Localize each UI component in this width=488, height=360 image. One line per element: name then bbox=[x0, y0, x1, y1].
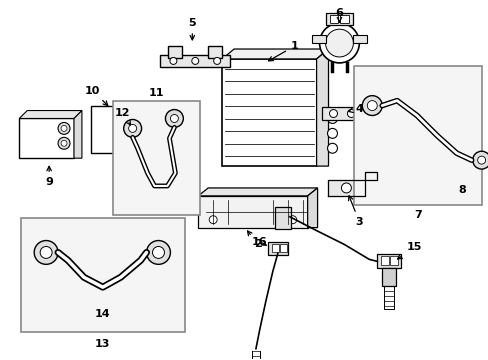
Circle shape bbox=[319, 23, 359, 63]
Circle shape bbox=[40, 247, 52, 258]
Bar bbox=[267, 242, 287, 255]
Circle shape bbox=[123, 120, 142, 137]
Polygon shape bbox=[19, 111, 82, 118]
Circle shape bbox=[58, 122, 70, 134]
Polygon shape bbox=[316, 49, 328, 166]
Circle shape bbox=[58, 137, 70, 149]
Bar bbox=[113, 100, 200, 215]
Polygon shape bbox=[198, 188, 317, 196]
Circle shape bbox=[346, 109, 355, 117]
Text: 2: 2 bbox=[247, 231, 261, 249]
Text: 12: 12 bbox=[115, 108, 130, 125]
Text: 7: 7 bbox=[413, 210, 421, 220]
Bar bbox=[381, 256, 388, 265]
Text: 10: 10 bbox=[85, 86, 107, 105]
Bar bbox=[340, 15, 349, 23]
Circle shape bbox=[327, 129, 337, 138]
Text: 14: 14 bbox=[95, 309, 110, 319]
Text: 16: 16 bbox=[252, 237, 267, 247]
Circle shape bbox=[325, 29, 353, 57]
Text: 8: 8 bbox=[457, 185, 465, 195]
Bar bbox=[311, 35, 325, 43]
Text: 6: 6 bbox=[335, 8, 343, 22]
Circle shape bbox=[477, 156, 485, 164]
Circle shape bbox=[34, 240, 58, 264]
Circle shape bbox=[362, 96, 382, 116]
Bar bbox=[356, 118, 377, 130]
Bar bbox=[19, 118, 74, 158]
Circle shape bbox=[128, 125, 136, 132]
Bar bbox=[222, 59, 316, 166]
Circle shape bbox=[170, 114, 178, 122]
Circle shape bbox=[472, 151, 488, 169]
Bar bbox=[274, 207, 290, 229]
Bar bbox=[376, 255, 400, 268]
Bar bbox=[279, 243, 286, 252]
Circle shape bbox=[146, 240, 170, 264]
Bar bbox=[321, 107, 366, 121]
Circle shape bbox=[213, 58, 220, 64]
Circle shape bbox=[165, 109, 183, 127]
Circle shape bbox=[288, 216, 296, 224]
Bar bbox=[168, 46, 182, 58]
Bar bbox=[356, 99, 377, 111]
Bar bbox=[208, 46, 222, 58]
Bar bbox=[329, 15, 338, 23]
Text: 3: 3 bbox=[348, 196, 363, 227]
Bar bbox=[353, 35, 366, 43]
Bar bbox=[21, 218, 185, 332]
Circle shape bbox=[327, 143, 337, 153]
Polygon shape bbox=[327, 172, 376, 196]
Bar bbox=[325, 13, 353, 25]
Text: 15: 15 bbox=[397, 243, 421, 259]
Text: 4: 4 bbox=[348, 104, 363, 113]
Text: 5: 5 bbox=[188, 18, 196, 40]
Text: 13: 13 bbox=[95, 339, 110, 349]
Circle shape bbox=[152, 247, 164, 258]
Circle shape bbox=[61, 125, 67, 131]
Bar bbox=[160, 55, 230, 67]
Circle shape bbox=[341, 183, 351, 193]
Circle shape bbox=[366, 100, 376, 111]
Circle shape bbox=[327, 113, 337, 123]
Bar bbox=[389, 256, 397, 265]
Text: 11: 11 bbox=[148, 88, 164, 98]
Circle shape bbox=[329, 109, 337, 117]
Bar bbox=[271, 243, 278, 252]
Circle shape bbox=[191, 58, 198, 64]
Polygon shape bbox=[74, 111, 82, 158]
Bar bbox=[198, 196, 307, 228]
Text: 1: 1 bbox=[268, 41, 298, 61]
Bar bbox=[91, 105, 128, 153]
Circle shape bbox=[169, 58, 177, 64]
Text: 9: 9 bbox=[45, 166, 53, 187]
Polygon shape bbox=[307, 188, 317, 228]
Bar bbox=[354, 66, 481, 205]
Polygon shape bbox=[222, 49, 328, 59]
Circle shape bbox=[61, 140, 67, 146]
Bar bbox=[382, 268, 395, 286]
Circle shape bbox=[209, 216, 217, 224]
